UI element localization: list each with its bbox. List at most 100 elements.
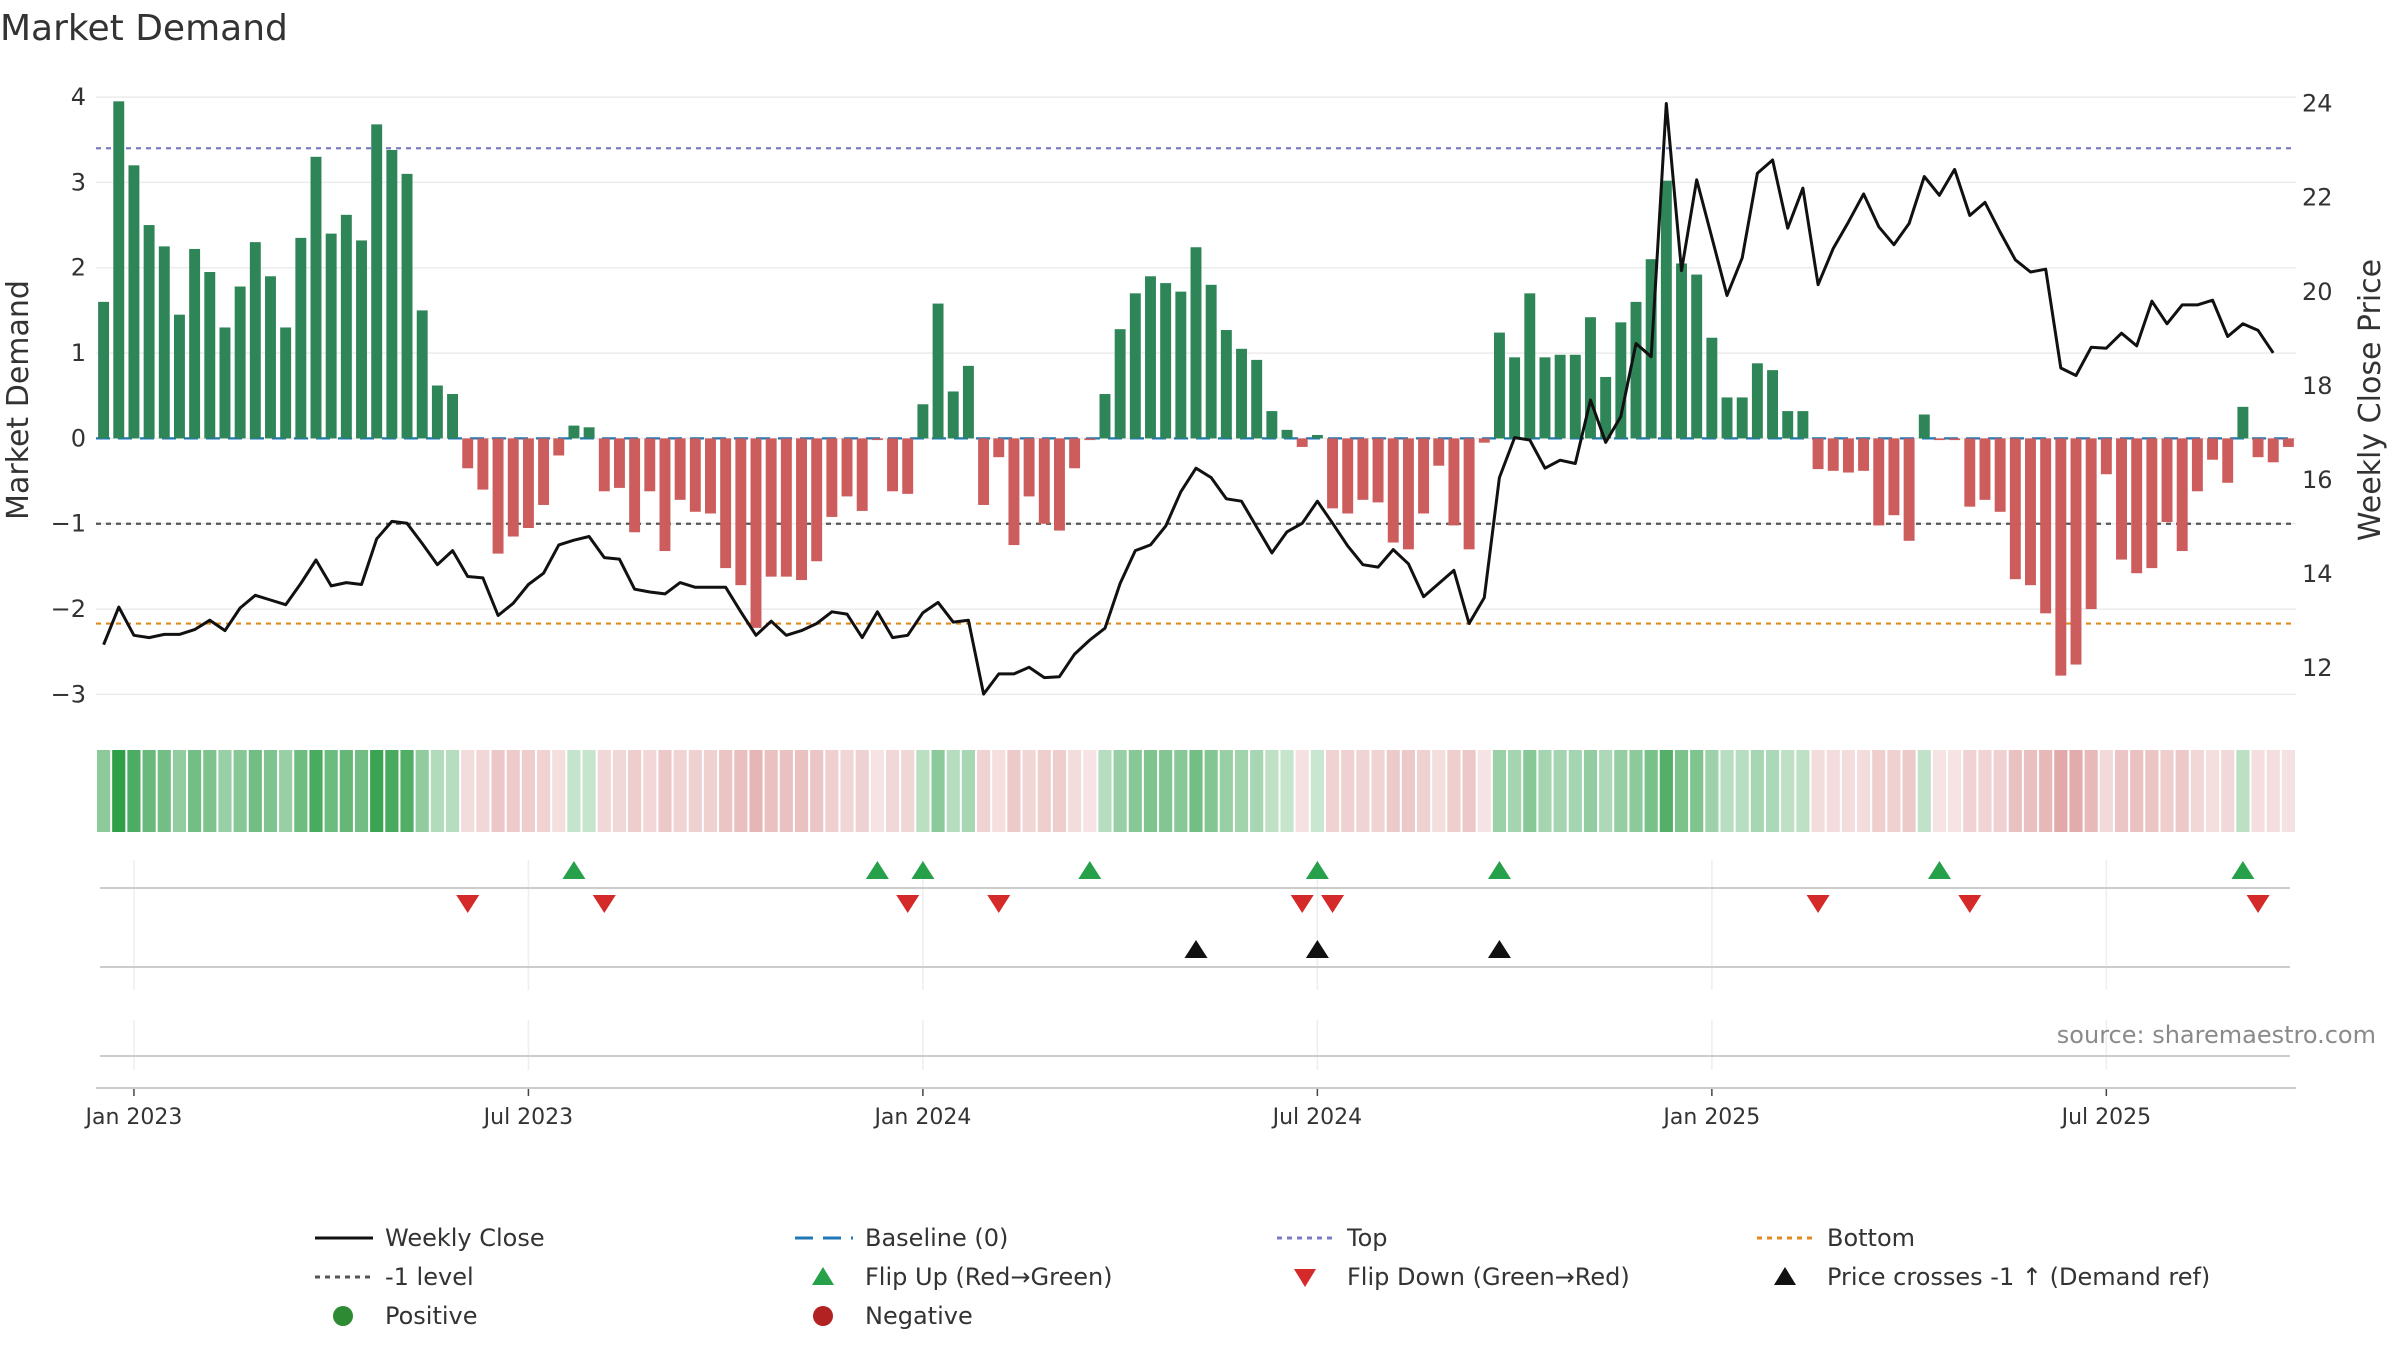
x-tick-label: Jan 2025 (1661, 1105, 1760, 1130)
heat-cell (1219, 750, 1233, 832)
demand-bars (98, 101, 2294, 676)
negative-bar (2040, 438, 2052, 614)
positive-bar (1676, 263, 1687, 439)
negative-bar (1418, 438, 1430, 514)
positive-bar (416, 310, 428, 439)
positive-bar (947, 391, 959, 439)
positive-bar (1767, 370, 1779, 439)
heat-cell (1310, 750, 1324, 832)
positive-bar (1266, 411, 1278, 439)
heat-cell (1068, 750, 1082, 832)
positive-bar (371, 124, 383, 439)
flip-up-marker (911, 861, 935, 879)
price-cross-marker (1487, 940, 1511, 958)
y2-tick-label: 20 (2302, 278, 2333, 306)
heat-cell (1674, 750, 1689, 832)
heat-cell (188, 750, 202, 832)
heat-cell (643, 750, 657, 832)
flip-up-marker (1078, 861, 1102, 879)
heat-cell (1583, 750, 1598, 832)
negative-bar (1069, 438, 1081, 469)
negative-bar (462, 438, 474, 469)
legend-label: Price crosses -1 ↑ (Demand ref) (1827, 1263, 2210, 1291)
flip-up-marker (1487, 861, 1511, 879)
heat-cell (855, 750, 869, 832)
heat-cell (688, 750, 702, 832)
positive-bar (962, 365, 974, 439)
heat-cell (1083, 750, 1097, 832)
heat-cell (279, 750, 293, 832)
heat-cell (127, 750, 141, 832)
negative-bar (1478, 438, 1490, 443)
heat-cell (2039, 750, 2053, 832)
negative-bar (841, 438, 853, 497)
legend-label: Flip Down (Green→Red) (1347, 1263, 1630, 1291)
positive-bar (2237, 406, 2249, 439)
positive-bar (280, 327, 292, 439)
positive-bar (447, 394, 459, 439)
heat-cell (567, 750, 581, 832)
heat-cell (2236, 750, 2250, 832)
heat-cell (1887, 750, 1901, 832)
negative-bar (1964, 438, 1976, 507)
heat-cell (2130, 750, 2144, 832)
flip-up-marker (562, 861, 586, 879)
heat-cell (294, 750, 308, 832)
heat-cell (1857, 750, 1871, 832)
y-axis-title: Market Demand (1, 280, 36, 520)
heat-cell (263, 750, 278, 832)
negative-bar (2222, 438, 2234, 483)
heat-cell (97, 750, 111, 832)
negative-bar (1827, 438, 1839, 471)
heat-cell (673, 750, 687, 832)
negative-bar (2085, 438, 2097, 610)
positive-bar (1569, 354, 1581, 439)
heat-cell (1568, 750, 1582, 832)
negative-bar (644, 438, 656, 492)
heat-cell (1250, 750, 1264, 832)
heat-cell (1007, 750, 1021, 832)
heat-cell (916, 750, 930, 832)
positive-bar (1190, 247, 1202, 439)
heat-cell (582, 750, 596, 832)
heat-cell (1932, 750, 1947, 832)
legend-swatch (813, 1306, 833, 1326)
y2-axis-title: Weekly Close Price (2353, 259, 2388, 541)
source-text: source: sharemaestro.com (2057, 1021, 2376, 1049)
positive-bar (1554, 354, 1566, 439)
heat-cell (1765, 750, 1780, 832)
positive-bar (1220, 330, 1232, 439)
heat-cell (324, 750, 338, 832)
positive-bar (1691, 274, 1703, 439)
heat-cell (840, 750, 854, 832)
positive-bar (917, 404, 929, 439)
x-tick-label: Jul 2023 (482, 1105, 574, 1130)
positive-bar (1236, 348, 1247, 439)
negative-bar (2176, 438, 2188, 552)
heat-cell (1902, 750, 1916, 832)
negative-bar (1933, 438, 1945, 441)
y2-tick-label: 16 (2302, 466, 2333, 494)
negative-bar (856, 438, 868, 511)
signal-markers (456, 861, 2270, 958)
y-tick-label: −2 (51, 595, 86, 623)
heat-cell (1371, 750, 1385, 832)
heat-cell (2023, 750, 2038, 832)
negative-bar (1023, 438, 1035, 497)
heat-cell (1659, 750, 1673, 832)
heat-cell (2281, 750, 2295, 832)
positive-bar (265, 276, 276, 439)
positive-bar (1129, 293, 1141, 439)
negative-bar (902, 438, 914, 494)
heat-cell (1492, 750, 1507, 832)
heat-cell (203, 750, 217, 832)
positive-bar (1630, 301, 1642, 439)
heat-cell (1735, 750, 1749, 832)
negative-bar (2146, 438, 2158, 569)
negative-bar (1979, 438, 1991, 500)
heat-cell (400, 750, 414, 832)
x-tick-label: Jan 2023 (83, 1105, 182, 1130)
negative-bar (1873, 438, 1885, 526)
heat-cell (172, 750, 187, 832)
